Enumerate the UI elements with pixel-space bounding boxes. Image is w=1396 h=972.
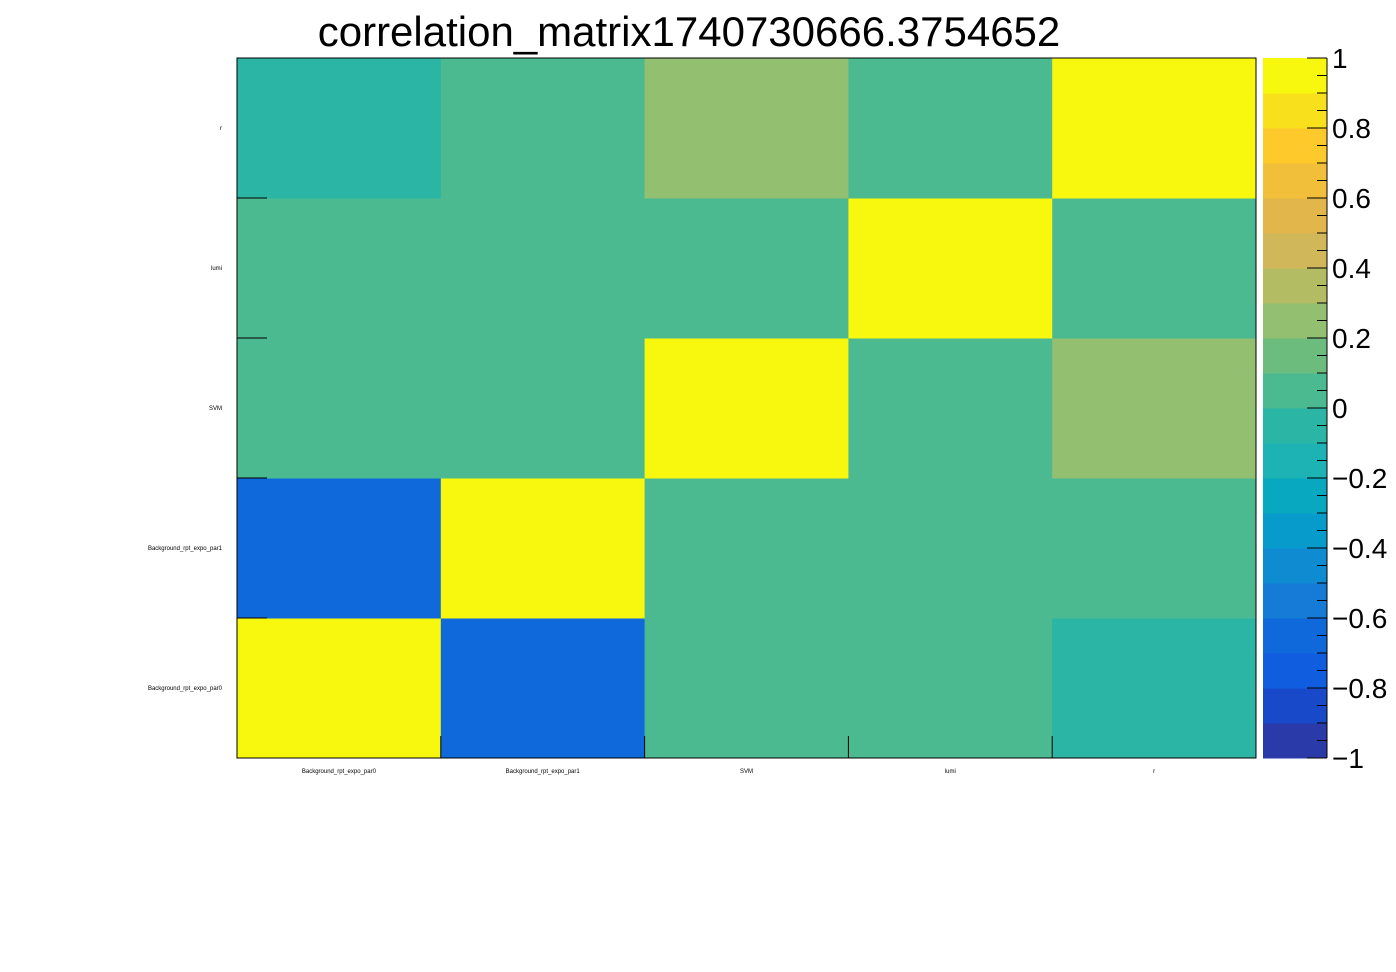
heatmap-cell <box>440 478 646 619</box>
heatmap-cell <box>440 618 646 759</box>
colorbar-tick-label: 0 <box>1332 393 1348 424</box>
heatmap-cell <box>644 618 849 759</box>
colorbar-band <box>1263 198 1327 234</box>
colorbar-band <box>1263 548 1327 584</box>
heatmap-cell <box>644 198 849 339</box>
colorbar-band <box>1263 583 1327 619</box>
x-tick-label: Background_rpt_expo_par1 <box>506 769 581 775</box>
colorbar-band <box>1263 373 1327 409</box>
chart-title: correlation_matrix1740730666.3754652 <box>318 8 1061 55</box>
heatmap-cell <box>237 618 442 759</box>
colorbar-band <box>1263 618 1327 654</box>
colorbar-band <box>1263 688 1327 724</box>
colorbar-tick-label: −0.8 <box>1332 673 1387 704</box>
colorbar <box>1263 57 1328 759</box>
y-tick-label: Background_rpt_expo_par0 <box>148 686 223 692</box>
colorbar-tick-label: −0.6 <box>1332 603 1387 634</box>
heatmap-cell <box>440 338 646 479</box>
heatmap-cell <box>1052 198 1257 339</box>
heatmap-cell <box>237 478 442 619</box>
x-tick-label: Background_rpt_expo_par0 <box>302 769 377 775</box>
colorbar-tick-label: 0.8 <box>1332 113 1371 144</box>
colorbar-tick-label: −0.2 <box>1332 463 1387 494</box>
colorbar-band <box>1263 513 1327 549</box>
colorbar-band <box>1263 723 1327 759</box>
colorbar-band <box>1263 233 1327 269</box>
heatmap-cell <box>848 198 1053 339</box>
colorbar-tick-label: 0.6 <box>1332 183 1371 214</box>
plot-frame <box>236 57 1257 759</box>
y-axis-tick-labels: Background_rpt_expo_par0 Background_rpt_e… <box>148 126 223 692</box>
colorbar-band <box>1263 478 1327 514</box>
heatmap-cell <box>237 198 442 339</box>
heatmap-cell <box>440 198 646 339</box>
y-tick-label: r <box>220 126 222 132</box>
heatmap-cell <box>644 478 849 619</box>
heatmap-cell <box>848 478 1053 619</box>
heatmap-cell <box>644 338 849 479</box>
heatmap-cell <box>1052 338 1257 479</box>
colorbar-band <box>1263 443 1327 479</box>
x-tick-label: r <box>1153 769 1155 775</box>
colorbar-tick-labels: −1 −0.8 −0.6 −0.4 −0.2 0 0.2 0.4 0.6 0.8 1 <box>1332 43 1387 774</box>
colorbar-band <box>1263 303 1327 339</box>
colorbar-tick-label: −0.4 <box>1332 533 1387 564</box>
heatmap-cell <box>848 58 1053 199</box>
y-axis-ticks <box>237 197 267 619</box>
heatmap-cell <box>848 618 1053 759</box>
colorbar-tick-label: 0.2 <box>1332 323 1371 354</box>
heatmap-cell <box>1052 618 1257 759</box>
colorbar-band <box>1263 58 1327 94</box>
x-tick-label: lumi <box>945 769 956 775</box>
heatmap-cell <box>237 338 442 479</box>
x-axis-tick-labels: Background_rpt_expo_par0 Background_rpt_e… <box>302 769 1155 775</box>
heatmap-cell <box>848 338 1053 479</box>
colorbar-tick-label: 0.4 <box>1332 253 1371 284</box>
plot-border <box>236 57 1257 759</box>
colorbar-band <box>1263 653 1327 689</box>
colorbar-band <box>1263 128 1327 164</box>
heatmap-cell <box>1052 58 1257 199</box>
colorbar-band <box>1263 268 1327 304</box>
x-tick-label: SVM <box>740 769 753 775</box>
colorbar-tick-label: −1 <box>1332 743 1364 774</box>
colorbar-band <box>1263 408 1327 444</box>
heatmap-cell <box>440 58 646 199</box>
colorbar-tick-label: 1 <box>1332 43 1348 74</box>
colorbar-band <box>1263 338 1327 374</box>
heatmap-cell <box>1052 478 1257 619</box>
y-tick-label: Background_rpt_expo_par1 <box>148 546 223 552</box>
y-tick-label: lumi <box>211 266 222 272</box>
colorbar-band <box>1263 163 1327 199</box>
y-tick-label: SVM <box>209 406 222 412</box>
colorbar-band <box>1263 93 1327 129</box>
heatmap-cell <box>644 58 849 199</box>
heatmap-cells <box>237 58 1257 759</box>
heatmap-cell <box>237 58 442 199</box>
x-axis-ticks <box>440 736 1053 758</box>
